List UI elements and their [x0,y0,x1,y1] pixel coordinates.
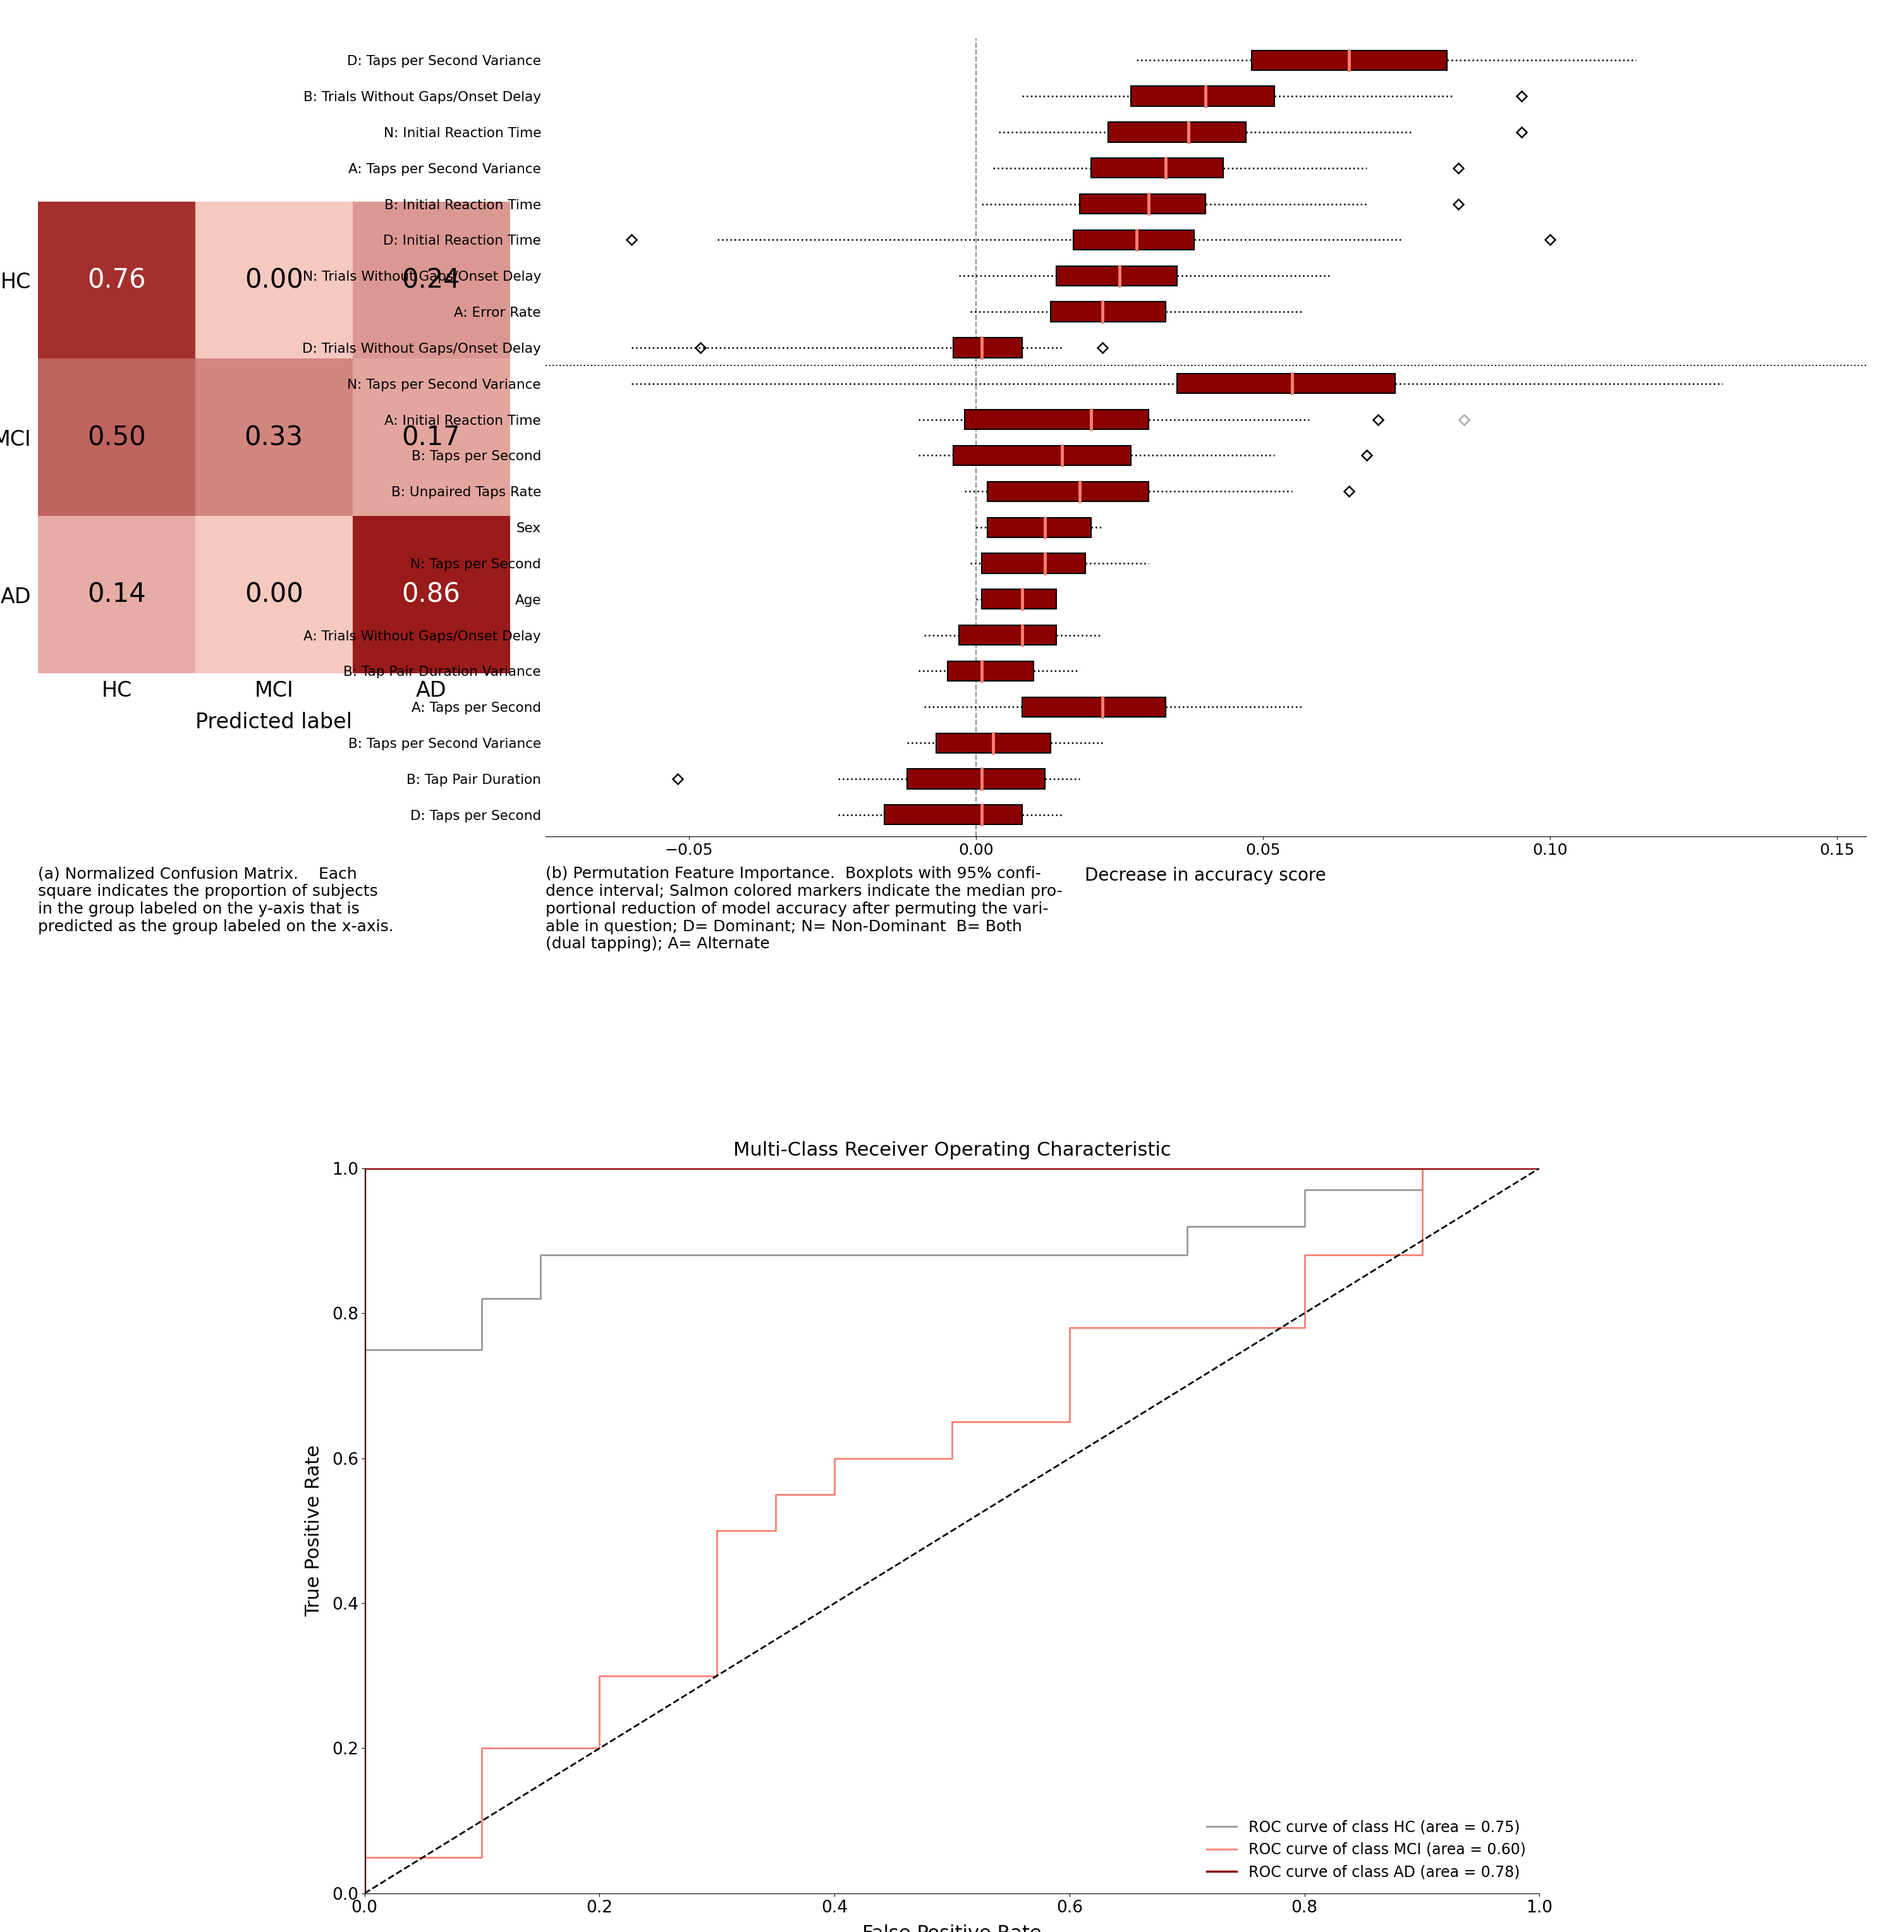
Bar [1022,697,1165,717]
Bar [1051,301,1165,321]
Text: 0.14: 0.14 [88,582,147,609]
Text: 0.00: 0.00 [244,582,303,609]
Bar [982,553,1085,574]
Bar [982,589,1057,609]
Text: (b) Permutation Feature Importance.  Boxplots with 95% confi-
dence interval; Sa: (b) Permutation Feature Importance. Boxp… [546,866,1062,952]
X-axis label: False Positive Rate: False Positive Rate [863,1924,1041,1932]
Legend: ROC curve of class HC (area = 0.75), ROC curve of class MCI (area = 0.60), ROC c: ROC curve of class HC (area = 0.75), ROC… [1201,1814,1533,1886]
Bar [1251,50,1447,70]
X-axis label: Predicted label: Predicted label [196,711,352,732]
Text: 0.33: 0.33 [244,425,303,450]
Text: 0.50: 0.50 [88,425,147,450]
Bar [965,410,1148,429]
Bar [1074,230,1194,249]
Bar [1108,122,1245,141]
Bar [883,806,1022,825]
Bar [1080,193,1205,214]
Bar [988,481,1148,500]
Text: 0.17: 0.17 [402,425,461,450]
Y-axis label: True Positive Rate: True Positive Rate [305,1445,324,1617]
Bar [960,626,1057,645]
Bar [954,446,1131,466]
Bar [1091,158,1222,178]
Bar [1057,267,1177,286]
Text: (a) Normalized Confusion Matrix.    Each
square indicates the proportion of subj: (a) Normalized Confusion Matrix. Each sq… [38,866,394,935]
Text: 0.00: 0.00 [244,267,303,294]
Title: Multi-Class Receiver Operating Characteristic: Multi-Class Receiver Operating Character… [733,1142,1171,1159]
Text: 0.24: 0.24 [402,267,461,294]
Text: 0.86: 0.86 [402,582,461,609]
Bar [948,661,1034,680]
Text: 0.76: 0.76 [88,267,147,294]
Bar [1177,373,1396,394]
X-axis label: Decrease in accuracy score: Decrease in accuracy score [1085,866,1327,885]
Bar [954,338,1022,357]
Bar [988,518,1091,537]
Bar [906,769,1045,788]
Bar [1131,87,1274,106]
Bar [937,732,1051,753]
